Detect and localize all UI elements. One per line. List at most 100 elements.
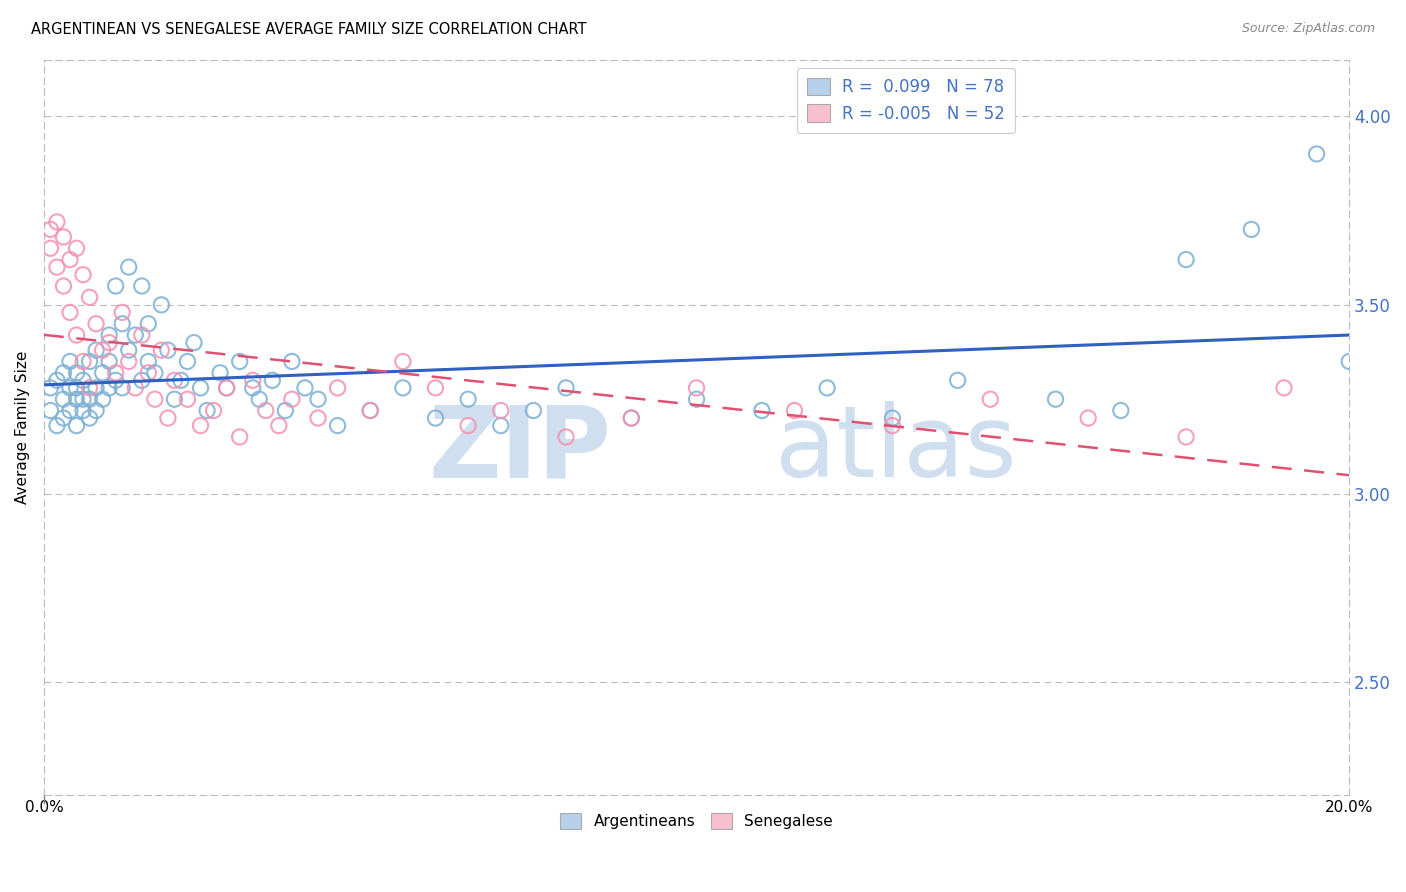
- Point: [156, 411, 179, 425]
- Point: [882, 411, 904, 425]
- Point: [262, 373, 284, 387]
- Point: [254, 403, 277, 417]
- Point: [228, 430, 250, 444]
- Point: [98, 354, 121, 368]
- Text: Source: ZipAtlas.com: Source: ZipAtlas.com: [1241, 22, 1375, 36]
- Point: [111, 305, 134, 319]
- Point: [457, 392, 479, 407]
- Point: [326, 418, 349, 433]
- Point: [118, 260, 141, 274]
- Point: [425, 381, 447, 395]
- Point: [307, 411, 329, 425]
- Point: [79, 354, 101, 368]
- Point: [1077, 411, 1099, 425]
- Point: [136, 366, 159, 380]
- Point: [150, 343, 173, 358]
- Point: [1339, 354, 1361, 368]
- Point: [52, 230, 75, 244]
- Point: [294, 381, 316, 395]
- Text: ZIP: ZIP: [429, 401, 612, 498]
- Point: [685, 392, 707, 407]
- Point: [65, 418, 87, 433]
- Point: [555, 381, 578, 395]
- Point: [1175, 252, 1198, 267]
- Point: [65, 381, 87, 395]
- Point: [104, 373, 127, 387]
- Point: [98, 381, 121, 395]
- Text: atlas: atlas: [775, 401, 1017, 498]
- Point: [59, 403, 82, 417]
- Point: [783, 403, 806, 417]
- Point: [555, 430, 578, 444]
- Point: [1272, 381, 1295, 395]
- Point: [1045, 392, 1067, 407]
- Point: [489, 403, 512, 417]
- Point: [59, 354, 82, 368]
- Point: [751, 403, 773, 417]
- Point: [39, 241, 62, 255]
- Point: [72, 403, 94, 417]
- Point: [45, 215, 67, 229]
- Point: [267, 418, 290, 433]
- Point: [124, 381, 146, 395]
- Text: ARGENTINEAN VS SENEGALESE AVERAGE FAMILY SIZE CORRELATION CHART: ARGENTINEAN VS SENEGALESE AVERAGE FAMILY…: [31, 22, 586, 37]
- Point: [1305, 147, 1327, 161]
- Point: [228, 354, 250, 368]
- Point: [183, 335, 205, 350]
- Point: [190, 381, 212, 395]
- Point: [91, 343, 114, 358]
- Y-axis label: Average Family Size: Average Family Size: [15, 351, 30, 504]
- Point: [620, 411, 643, 425]
- Point: [489, 418, 512, 433]
- Point: [242, 373, 264, 387]
- Point: [882, 418, 904, 433]
- Point: [176, 354, 198, 368]
- Point: [59, 381, 82, 395]
- Point: [111, 381, 134, 395]
- Point: [131, 279, 153, 293]
- Point: [59, 305, 82, 319]
- Point: [52, 279, 75, 293]
- Point: [104, 366, 127, 380]
- Point: [202, 403, 225, 417]
- Point: [79, 290, 101, 304]
- Point: [118, 354, 141, 368]
- Point: [79, 392, 101, 407]
- Point: [45, 373, 67, 387]
- Point: [143, 366, 166, 380]
- Point: [118, 343, 141, 358]
- Point: [72, 373, 94, 387]
- Point: [359, 403, 381, 417]
- Point: [281, 392, 304, 407]
- Point: [170, 373, 193, 387]
- Point: [136, 317, 159, 331]
- Point: [98, 328, 121, 343]
- Point: [124, 328, 146, 343]
- Point: [425, 411, 447, 425]
- Point: [522, 403, 544, 417]
- Point: [72, 268, 94, 282]
- Point: [79, 411, 101, 425]
- Point: [457, 418, 479, 433]
- Point: [39, 222, 62, 236]
- Legend: Argentineans, Senegalese: Argentineans, Senegalese: [554, 807, 839, 836]
- Point: [215, 381, 238, 395]
- Point: [215, 381, 238, 395]
- Point: [131, 328, 153, 343]
- Point: [392, 354, 415, 368]
- Point: [163, 373, 186, 387]
- Point: [45, 418, 67, 433]
- Point: [65, 328, 87, 343]
- Point: [946, 373, 969, 387]
- Point: [359, 403, 381, 417]
- Point: [1109, 403, 1132, 417]
- Point: [143, 392, 166, 407]
- Point: [84, 403, 107, 417]
- Point: [59, 252, 82, 267]
- Point: [176, 392, 198, 407]
- Point: [45, 260, 67, 274]
- Point: [65, 392, 87, 407]
- Point: [104, 279, 127, 293]
- Point: [1240, 222, 1263, 236]
- Point: [307, 392, 329, 407]
